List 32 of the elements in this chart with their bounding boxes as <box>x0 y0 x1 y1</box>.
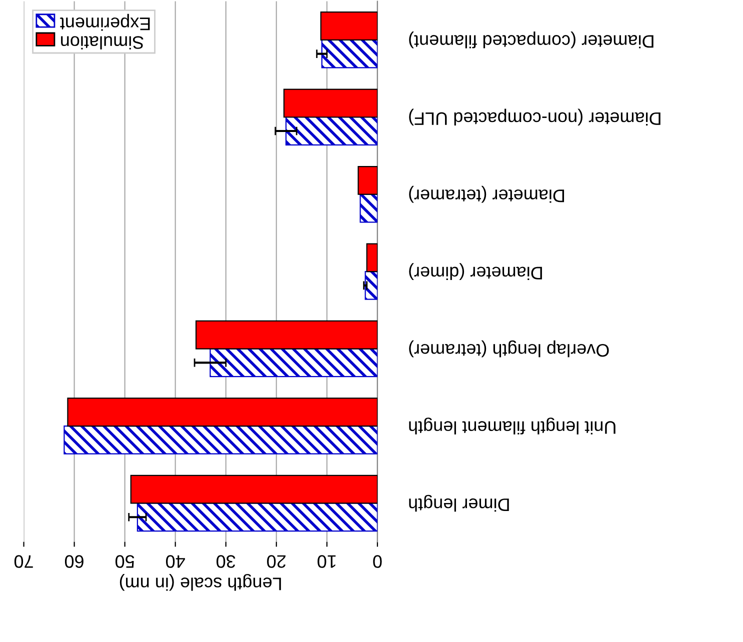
bar <box>136 502 378 532</box>
y-tick-label: Diameter (tetramer) <box>409 186 564 203</box>
bar <box>210 348 378 378</box>
y-tick-label: Diameter (dimer) <box>409 263 542 280</box>
x-tick-label: 40 <box>166 555 185 568</box>
y-tick-label: Overlap length (tetramer) <box>409 340 609 358</box>
bar <box>196 320 378 350</box>
bar <box>285 116 378 146</box>
x-axis-title: Length scale (in nm) <box>120 574 281 591</box>
y-tick-label: Dimer length <box>409 494 509 512</box>
bar <box>358 166 378 195</box>
bar <box>283 88 378 118</box>
legend-label: Experiment <box>60 14 150 31</box>
x-tick-label: 0 <box>373 555 382 568</box>
bar <box>64 425 378 454</box>
bar <box>321 39 378 68</box>
bar <box>130 474 378 504</box>
bar <box>364 271 378 300</box>
x-tick-label: 10 <box>318 555 336 568</box>
bar <box>366 243 378 272</box>
y-tick-label: Diameter (compacted filament) <box>409 31 654 48</box>
x-tick-label: 70 <box>14 555 33 568</box>
x-tick-label: 50 <box>115 555 134 568</box>
bar <box>360 194 378 223</box>
legend-label: Simulation <box>61 36 144 50</box>
x-tick-label: 20 <box>267 555 286 568</box>
bar <box>320 12 378 40</box>
y-tick-label: Diameter (non-compacted ULF) <box>409 108 660 126</box>
x-tick-label: 60 <box>64 555 84 568</box>
y-tick-label: Unit length filament length <box>409 418 616 434</box>
x-tick-label: 30 <box>216 555 236 568</box>
bar <box>67 398 378 427</box>
